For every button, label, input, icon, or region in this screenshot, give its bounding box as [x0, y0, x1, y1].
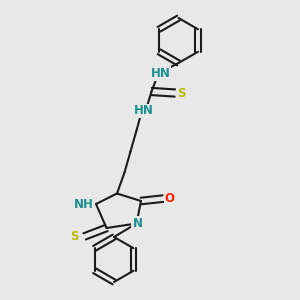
Text: NH: NH: [74, 197, 94, 211]
Text: HN: HN: [134, 104, 153, 118]
Text: N: N: [132, 217, 142, 230]
Text: O: O: [164, 192, 175, 205]
Text: S: S: [70, 230, 79, 243]
Text: S: S: [177, 86, 185, 100]
Text: HN: HN: [151, 67, 170, 80]
